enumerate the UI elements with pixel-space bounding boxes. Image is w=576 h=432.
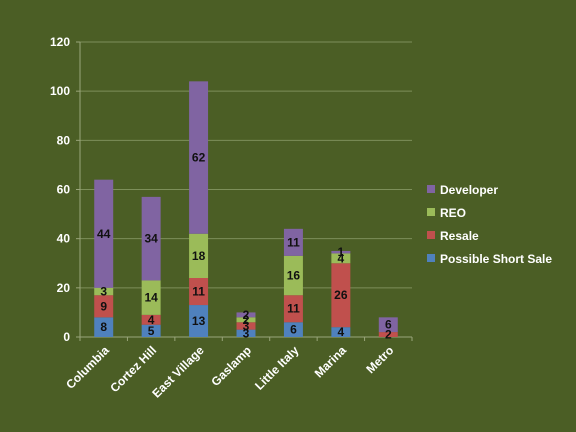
data-label: 6	[385, 318, 392, 332]
y-tick-label: 0	[63, 330, 70, 344]
data-label: 18	[192, 249, 206, 263]
bar-segment	[283, 295, 303, 323]
data-label: 3	[243, 319, 250, 333]
x-category-label: Little Italy	[252, 343, 302, 393]
legend-label: Possible Short Sale	[440, 252, 552, 266]
gridlines	[80, 41, 412, 289]
bar-segment	[331, 250, 351, 254]
bar-segment	[141, 196, 161, 281]
bar-segment	[283, 228, 303, 256]
bars	[94, 81, 398, 337]
data-label: 8	[100, 320, 107, 334]
data-label: 4	[148, 313, 155, 327]
data-label: 5	[148, 324, 155, 338]
legend-swatch	[427, 185, 435, 193]
data-label: 11	[287, 302, 300, 316]
data-label: 3	[243, 326, 250, 340]
bar-segment	[189, 81, 209, 234]
bar-segment	[94, 295, 114, 318]
bar-segment	[378, 332, 398, 337]
bar-segment	[94, 287, 114, 296]
data-label: 2	[385, 328, 392, 342]
bar-segment	[94, 179, 114, 288]
legend-swatch	[427, 208, 435, 216]
data-label: 4	[338, 325, 345, 339]
bar-segment	[141, 324, 161, 337]
data-label: 6	[290, 323, 297, 337]
bar-segment	[331, 327, 351, 337]
data-label: 11	[287, 235, 300, 249]
legend: Developer REO Resale Possible Short Sale	[427, 183, 552, 266]
bar-segment	[189, 278, 209, 306]
bar-segment	[378, 317, 398, 333]
data-label: 34	[144, 232, 158, 246]
bar-segment	[283, 322, 303, 337]
bar-segment	[189, 233, 209, 278]
x-category-label: Marina	[312, 343, 349, 380]
y-tick-label: 100	[50, 84, 70, 98]
y-tick-label: 60	[57, 183, 71, 197]
x-category-label: Gaslamp	[208, 343, 254, 389]
data-label: 9	[100, 299, 107, 313]
data-label: 16	[287, 269, 301, 283]
legend-label: Developer	[440, 183, 498, 197]
x-category-label: Metro	[363, 343, 396, 376]
legend-swatch	[427, 231, 435, 239]
x-category-label: East Village	[149, 343, 207, 401]
y-tick-label: 80	[57, 133, 71, 147]
bar-segment	[141, 314, 161, 325]
data-label: 44	[97, 227, 111, 241]
bar-segment	[236, 322, 256, 330]
legend-label: Resale	[440, 229, 479, 243]
data-label: 13	[192, 314, 206, 328]
bar-segment	[331, 253, 351, 264]
x-category-label: Columbia	[63, 343, 112, 392]
bar-segment	[236, 317, 256, 323]
data-label: 14	[144, 291, 158, 305]
data-label: 11	[192, 285, 205, 299]
bar-segment	[94, 317, 114, 337]
y-tick-label: 20	[57, 281, 71, 295]
legend-label: REO	[440, 206, 466, 220]
legend-swatch	[427, 254, 435, 262]
y-tick-label: 40	[57, 232, 71, 246]
bar-segment	[189, 305, 209, 337]
bar-segment	[141, 280, 161, 315]
data-label: 3	[100, 285, 107, 299]
data-label: 2	[243, 308, 250, 322]
data-label: 1	[338, 245, 345, 259]
bar-segment	[236, 312, 256, 318]
y-tick-label: 120	[50, 35, 70, 49]
bar-segment	[283, 255, 303, 296]
data-label: 26	[334, 288, 348, 302]
data-label: 62	[192, 151, 206, 165]
bar-segment	[236, 329, 256, 337]
bar-segment	[331, 263, 351, 328]
data-label: 4	[338, 251, 345, 265]
data-label: 2	[243, 313, 250, 327]
